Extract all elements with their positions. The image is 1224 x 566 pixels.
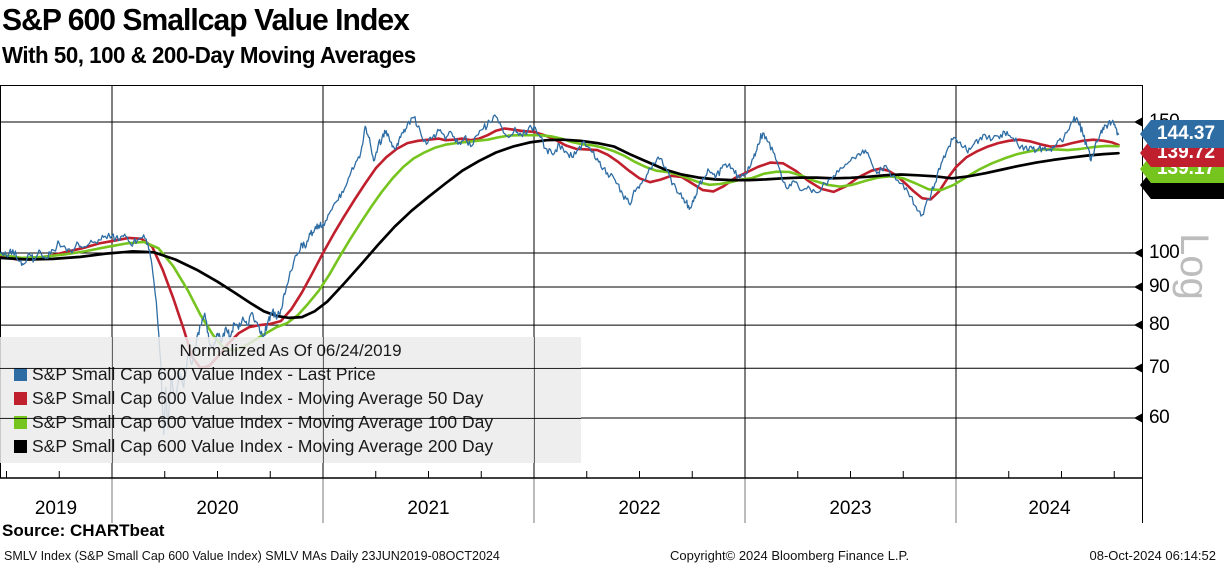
y-tick-label: 100 bbox=[1149, 242, 1180, 263]
v-gridline-over-legend bbox=[534, 337, 535, 463]
legend-item-label: S&P Small Cap 600 Value Index - Last Pri… bbox=[32, 364, 376, 384]
v-gridline-over-legend bbox=[112, 337, 113, 463]
legend-item-label: S&P Small Cap 600 Value Index - Moving A… bbox=[32, 388, 484, 408]
legend-swatch-icon bbox=[14, 368, 27, 381]
legend-box: Normalized As Of 06/24/2019 S&P Small Ca… bbox=[0, 337, 581, 463]
v-gridline-over-legend bbox=[323, 337, 324, 463]
h-gridline-over-legend bbox=[0, 418, 581, 419]
page-subtitle: With 50, 100 & 200-Day Moving Averages bbox=[2, 42, 416, 68]
legend-swatch-icon bbox=[14, 392, 27, 405]
series-moving-average bbox=[0, 133, 1120, 352]
y-tick-label: 70 bbox=[1149, 357, 1170, 379]
y-tick-arrow-icon bbox=[1134, 248, 1143, 258]
footer-copyright: Copyright© 2024 Bloomberg Finance L.P. bbox=[670, 548, 910, 563]
x-year-label: 2022 bbox=[618, 498, 661, 519]
x-year-label: 2019 bbox=[34, 498, 78, 519]
legend-swatch-icon bbox=[14, 440, 27, 453]
price-flag: 144.37 bbox=[1140, 120, 1224, 148]
series-moving-average bbox=[0, 127, 1120, 370]
y-tick-arrow-icon bbox=[1134, 413, 1143, 424]
x-year-label: 2020 bbox=[196, 498, 239, 519]
legend-note: Normalized As Of 06/24/2019 bbox=[179, 341, 402, 360]
y-tick-arrow-icon bbox=[1134, 363, 1143, 374]
y-tick-label: 90 bbox=[1149, 276, 1170, 298]
h-gridline-over-legend bbox=[0, 368, 581, 369]
page-title: S&P 600 Smallcap Value Index bbox=[2, 2, 410, 37]
footer-timestamp: 08-Oct-2024 06:14:52 bbox=[1089, 548, 1216, 563]
x-year-label: 2021 bbox=[407, 498, 450, 519]
y-tick-arrow-icon bbox=[1134, 320, 1143, 331]
x-year-label: 2024 bbox=[1028, 498, 1071, 519]
series-moving-average bbox=[0, 138, 1120, 320]
y-tick-label: 80 bbox=[1149, 314, 1170, 336]
x-year-label: 2023 bbox=[829, 498, 872, 519]
y-tick-label: 60 bbox=[1149, 407, 1170, 429]
legend-item: S&P Small Cap 600 Value Index - Moving A… bbox=[14, 436, 493, 457]
legend-swatch-icon bbox=[14, 416, 27, 429]
y-tick-arrow-icon bbox=[1134, 282, 1143, 293]
legend-item-label: S&P Small Cap 600 Value Index - Moving A… bbox=[32, 412, 494, 432]
y-tick-arrow-icon bbox=[1134, 116, 1143, 127]
legend-item-label: S&P Small Cap 600 Value Index - Moving A… bbox=[32, 436, 494, 456]
source-line: Source: CHARTbeat bbox=[2, 521, 165, 540]
legend-item: S&P Small Cap 600 Value Index - Moving A… bbox=[14, 412, 493, 433]
legend-item: S&P Small Cap 600 Value Index - Moving A… bbox=[14, 388, 483, 409]
legend-item: S&P Small Cap 600 Value Index - Last Pri… bbox=[14, 364, 376, 385]
footer-ticker-info: SMLV Index (S&P Small Cap 600 Value Inde… bbox=[4, 549, 500, 563]
